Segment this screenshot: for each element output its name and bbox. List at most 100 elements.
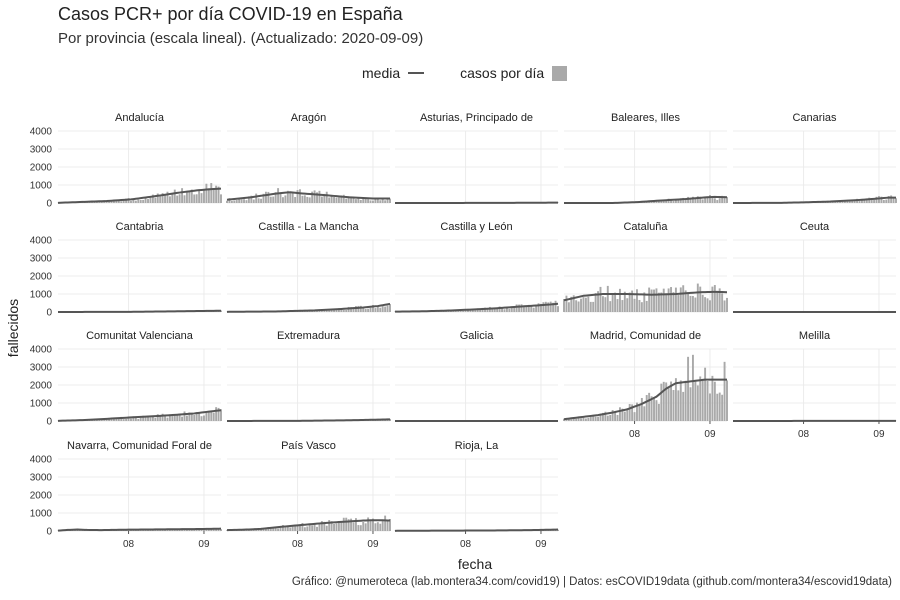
bar <box>161 413 164 421</box>
bar <box>645 300 648 312</box>
bar <box>320 196 323 203</box>
bar <box>328 520 331 531</box>
bar <box>376 306 379 312</box>
bar <box>264 528 267 531</box>
bar <box>284 526 287 531</box>
bar <box>217 407 220 421</box>
bar <box>505 308 508 312</box>
bar <box>369 200 372 203</box>
bar <box>638 299 641 312</box>
bar <box>650 396 653 421</box>
bar <box>279 193 282 203</box>
bar <box>386 198 389 203</box>
bar <box>709 300 711 312</box>
bar <box>149 417 152 421</box>
bar <box>325 310 328 312</box>
bar <box>299 189 301 203</box>
bar <box>112 417 115 421</box>
bar <box>294 525 297 531</box>
bar <box>207 188 210 203</box>
bar <box>670 287 673 312</box>
bar <box>156 193 159 203</box>
bar <box>660 200 663 203</box>
bar <box>364 198 367 203</box>
bar <box>139 200 142 203</box>
bar <box>178 413 181 421</box>
bar <box>577 416 580 421</box>
bar <box>357 525 360 531</box>
bar <box>269 196 272 203</box>
x-tick-label: 09 <box>704 429 716 440</box>
bar <box>660 292 663 312</box>
bar <box>200 416 203 421</box>
bar <box>183 195 186 203</box>
bar <box>333 197 336 203</box>
bar <box>592 301 595 312</box>
bar <box>699 196 702 203</box>
bar <box>386 520 389 531</box>
bar <box>895 198 897 203</box>
bar <box>587 296 590 312</box>
bar <box>195 412 198 421</box>
bar <box>535 304 538 312</box>
bar <box>665 200 668 203</box>
bar <box>648 201 651 203</box>
bar <box>235 200 238 203</box>
bar <box>515 304 518 312</box>
bar <box>726 380 728 421</box>
bar <box>340 522 343 531</box>
bar <box>670 381 673 421</box>
y-tick-label: 2000 <box>30 491 53 502</box>
bar <box>599 286 602 312</box>
bar <box>212 529 215 531</box>
bar <box>623 291 626 312</box>
bar <box>335 309 338 312</box>
bar <box>379 200 382 203</box>
panel-title-melilla: Melilla <box>799 330 831 342</box>
bar <box>570 296 573 312</box>
bar <box>713 198 716 203</box>
bar <box>510 308 513 312</box>
bar <box>130 200 132 203</box>
bar <box>316 192 318 203</box>
bar <box>614 412 617 421</box>
bar <box>115 417 118 421</box>
bar <box>284 195 287 203</box>
media-line-comunitat-valenciana <box>57 409 222 422</box>
bar <box>262 193 265 203</box>
bar <box>330 195 333 203</box>
bar <box>689 387 692 421</box>
y-tick-label: 0 <box>46 527 52 538</box>
bar <box>501 307 504 312</box>
bar <box>215 185 218 203</box>
bar <box>726 197 728 203</box>
bar <box>701 199 704 203</box>
bar <box>572 417 575 421</box>
bar <box>350 518 353 531</box>
bar <box>296 525 299 531</box>
bar <box>518 304 521 312</box>
bar <box>623 411 626 421</box>
bar <box>318 190 321 203</box>
bar <box>252 199 255 203</box>
bar <box>565 418 568 421</box>
bar <box>342 309 345 312</box>
y-tick-label: 0 <box>46 199 52 210</box>
bar <box>662 288 665 312</box>
panel-title-castilla-y-leon: Castilla y León <box>440 221 512 233</box>
bar <box>291 192 294 203</box>
chart-caption: Gráfico: @numeroteca (lab.montera34.com/… <box>291 576 892 588</box>
y-tick-label: 1000 <box>30 509 53 520</box>
bar <box>525 306 528 312</box>
bar <box>694 297 697 312</box>
y-tick-label: 2000 <box>30 381 53 392</box>
y-tick-label: 1000 <box>30 399 53 410</box>
bar <box>134 200 137 203</box>
bar <box>508 308 511 312</box>
bar <box>337 308 340 312</box>
bar <box>618 407 621 421</box>
bar <box>674 378 677 421</box>
bar <box>127 417 130 421</box>
bar <box>384 200 387 203</box>
media-line-canarias <box>732 196 896 204</box>
